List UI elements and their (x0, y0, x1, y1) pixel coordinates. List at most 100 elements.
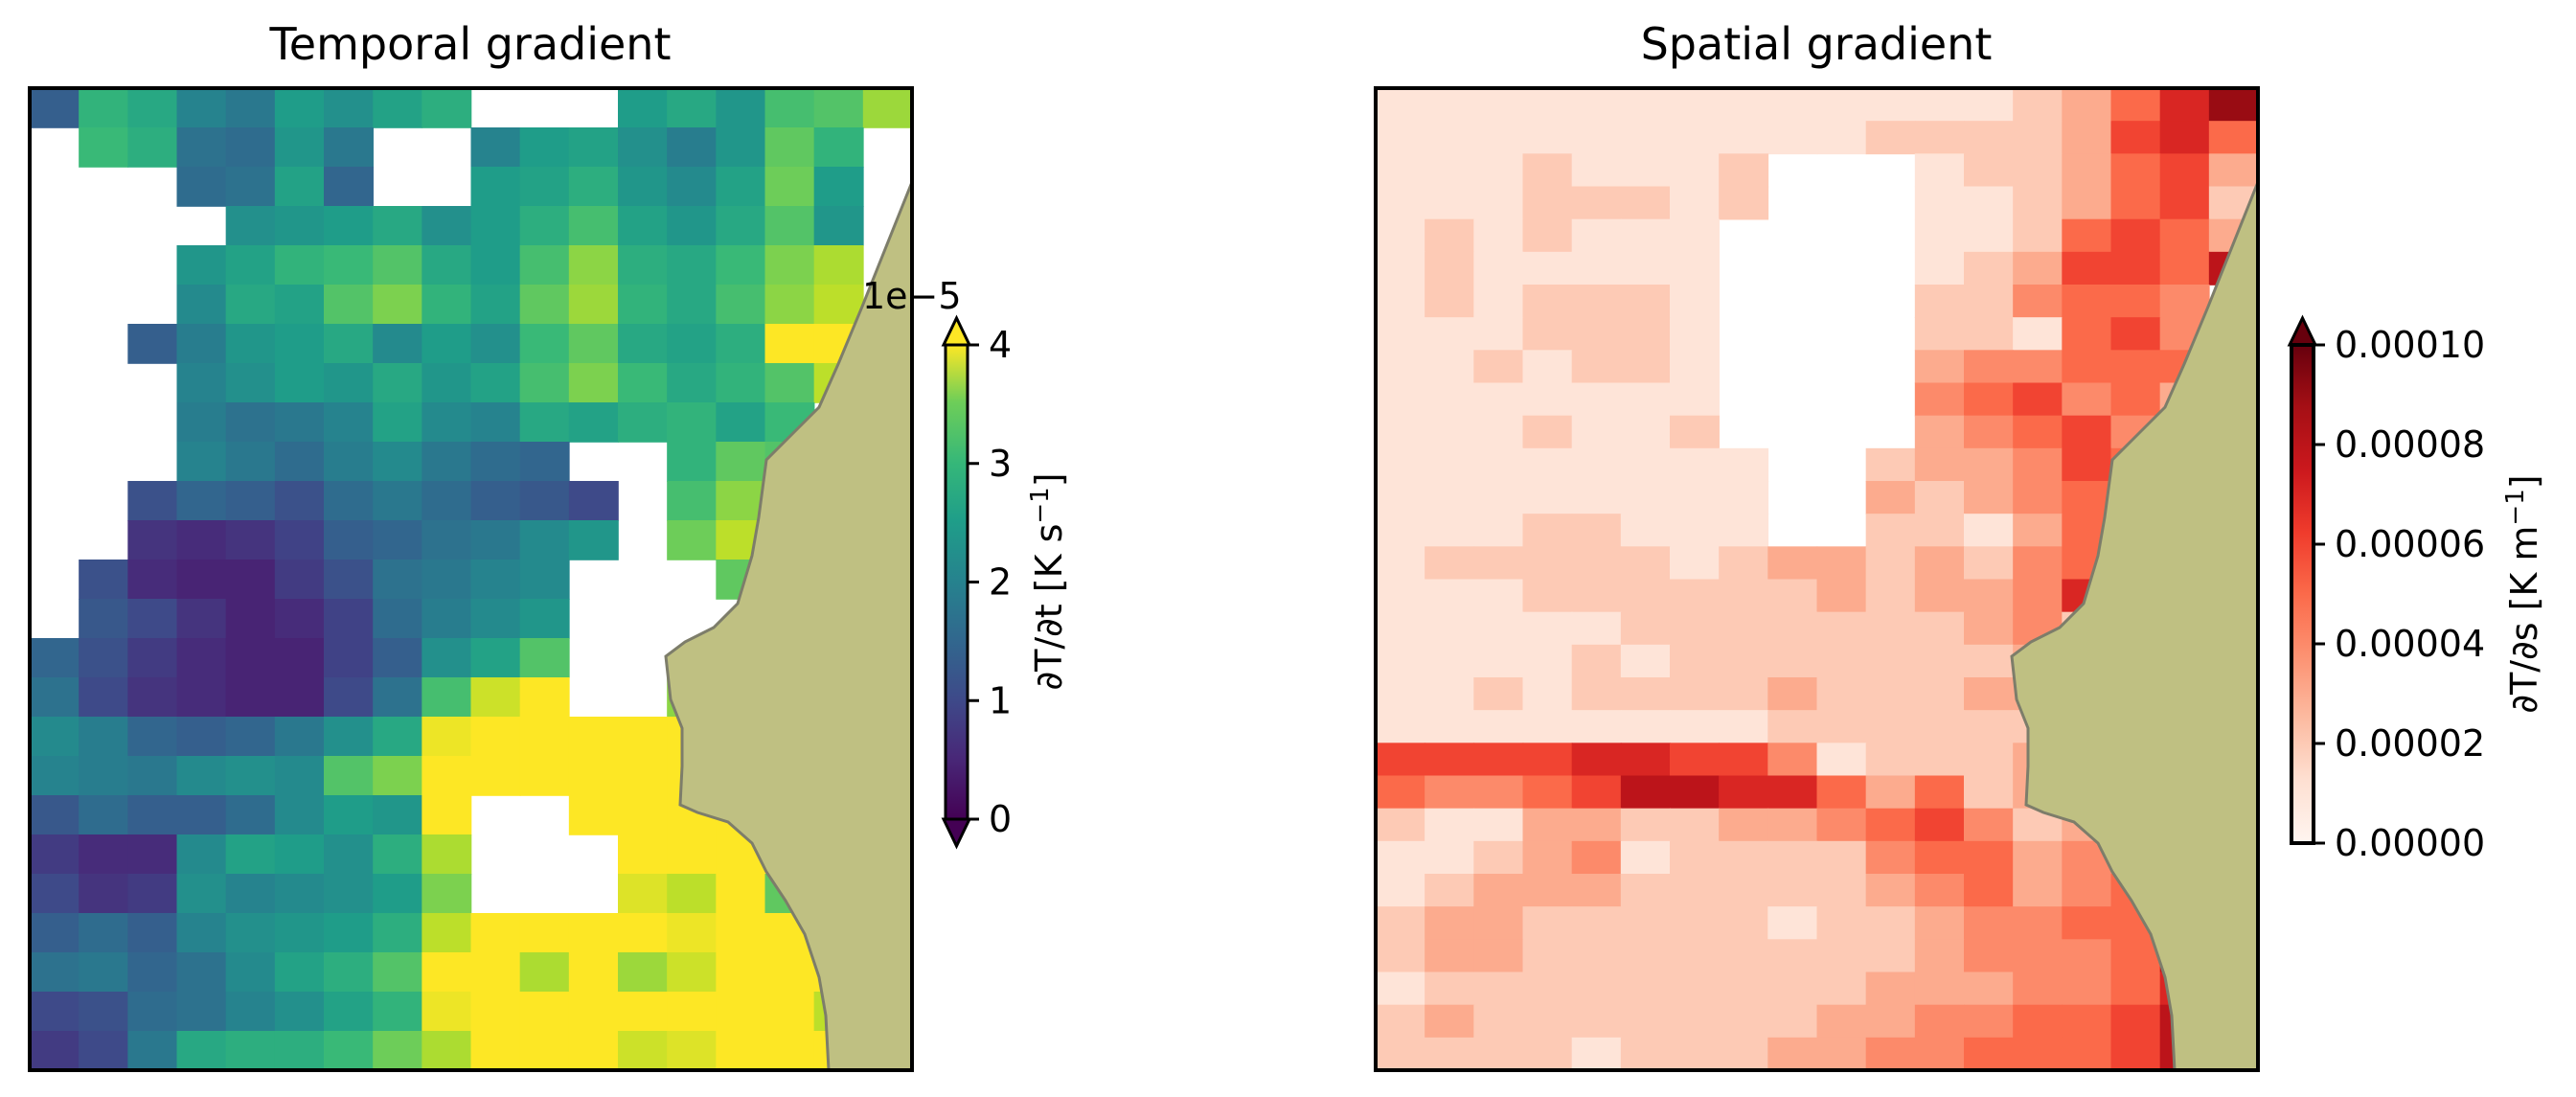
spatial-heatmap-cell (1473, 514, 1524, 548)
temporal-heatmap-cell (274, 167, 325, 207)
spatial-heatmap-cell (2013, 350, 2063, 384)
temporal-heatmap-cell (176, 1031, 227, 1070)
temporal-heatmap-cell (716, 481, 766, 521)
spatial-heatmap-cell (1719, 710, 1769, 744)
spatial-heatmap-cell (1816, 939, 1867, 973)
temporal-heatmap-cell (470, 560, 521, 600)
temporal-heatmap-cell (568, 167, 619, 207)
spatial-heatmap-cell (1522, 514, 1573, 548)
temporal-heatmap-cell (274, 206, 325, 246)
spatial-heatmap-cell (1522, 415, 1573, 449)
temporal-heatmap-cell (618, 402, 668, 443)
spatial-heatmap-cell (2062, 874, 2112, 907)
temporal-heatmap-cell (470, 206, 521, 246)
temporal-heatmap-cell (79, 834, 129, 875)
spatial-heatmap-cell (2013, 415, 2063, 449)
spatial-heatmap-cell (1473, 153, 1524, 188)
spatial-heatmap-cell (1865, 677, 1916, 711)
temporal-heatmap-cell (176, 795, 227, 835)
temporal-heatmap-cell (422, 442, 472, 482)
spatial-heatmap-cell (2013, 382, 2063, 417)
temporal-heatmap-cell (422, 992, 472, 1032)
spatial-heatmap-cell (1522, 382, 1573, 417)
temporal-heatmap-cell (568, 992, 619, 1032)
spatial-heatmap-cell (1816, 579, 1867, 613)
temporal-heatmap-cell (324, 245, 374, 286)
spatial-heatmap-cell (1522, 88, 1573, 122)
temporal-heatmap-cell (470, 992, 521, 1032)
spatial-heatmap-cell (1473, 1037, 1524, 1070)
spatial-heatmap-cell (1719, 186, 1769, 220)
temporal-heatmap-cell (373, 677, 423, 718)
temporal-heatmap-cell (618, 874, 668, 914)
spatial-colorbar-ticks: 0.00000 0.00002 0.00004 0.00006 0.00008 0.000… (2314, 324, 2485, 864)
spatial-heatmap-cell (1571, 88, 1622, 122)
spatial-heatmap-cell (1670, 285, 1720, 318)
temporal-heatmap-cell (519, 206, 570, 246)
spatial-heatmap-cell (1473, 710, 1524, 744)
temporal-heatmap-cell (79, 913, 129, 953)
spatial-heatmap-cell (1719, 874, 1769, 907)
temporal-heatmap-cell (373, 324, 423, 364)
spatial-heatmap-cell (1767, 840, 1818, 875)
spatial-colorbar-extend-max (2287, 314, 2318, 347)
temporal-heatmap-cell (667, 913, 718, 953)
spatial-heatmap-cell (1719, 971, 1769, 1006)
temporal-heatmap-cell (176, 599, 227, 639)
temporal-heatmap-cell (176, 520, 227, 560)
spatial-heatmap-cell (1620, 481, 1671, 514)
spatial-heatmap-cell (1670, 840, 1720, 875)
spatial-heatmap-cell (2159, 285, 2210, 318)
temporal-heatmap-cell (274, 913, 325, 953)
temporal-heatmap-cell (422, 952, 472, 993)
temporal-heatmap-cell (716, 285, 766, 325)
spatial-heatmap-cell (1964, 579, 2014, 613)
spatial-heatmap-cell (1473, 317, 1524, 352)
spatial-heatmap-cell (1522, 1004, 1573, 1039)
spatial-heatmap-cell (1620, 1004, 1671, 1039)
spatial-land-mask (2010, 181, 2258, 1070)
spatial-heatmap-cell (1719, 447, 1769, 482)
spatial-heatmap-cell (1425, 874, 1475, 907)
spatial-heatmap-cell (2013, 88, 2063, 122)
spatial-heatmap-cell (1767, 1037, 1818, 1070)
spatial-heatmap-cell (1473, 775, 1524, 810)
spatial-heatmap-cell (1376, 121, 1425, 155)
temporal-heatmap-cell (470, 324, 521, 364)
temporal-heatmap-cell (79, 756, 129, 796)
spatial-heatmap-cell (2159, 121, 2210, 155)
spatial-heatmap-cell (1865, 514, 1916, 548)
temporal-heatmap-cell (30, 874, 80, 914)
spatial-heatmap-cell (2013, 186, 2063, 220)
temporal-heatmap-cell (470, 677, 521, 718)
spatial-colorbar-tick-label: 0.00000 (2335, 822, 2485, 864)
spatial-heatmap-cell (1767, 775, 1818, 810)
temporal-heatmap-cell (79, 992, 129, 1032)
spatial-heatmap-cell (1914, 186, 1965, 220)
spatial-heatmap-cell (2110, 285, 2161, 318)
temporal-heatmap-cell (324, 88, 374, 128)
temporal-heatmap-cell (127, 992, 178, 1032)
temporal-heatmap-cell (373, 481, 423, 521)
temporal-heatmap-cell (667, 874, 718, 914)
temporal-heatmap-cell (79, 874, 129, 914)
spatial-heatmap-cell (1816, 677, 1867, 711)
spatial-heatmap-cell (2110, 939, 2161, 973)
temporal-heatmap-cell (225, 285, 276, 325)
spatial-heatmap-cell (2062, 447, 2112, 482)
spatial-heatmap-cell (1914, 415, 1965, 449)
spatial-heatmap-cell (1719, 481, 1769, 514)
temporal-heatmap-cell (764, 952, 815, 993)
temporal-heatmap-cell (30, 834, 80, 875)
temporal-heatmap-cell (764, 1031, 815, 1070)
spatial-heatmap-cell (1670, 808, 1720, 842)
temporal-axes-frame (28, 86, 914, 1072)
spatial-heatmap-cell (1522, 808, 1573, 842)
spatial-heatmap-cell (1670, 710, 1720, 744)
spatial-heatmap-cell (1473, 481, 1524, 514)
spatial-heatmap-cell (2013, 971, 2063, 1006)
spatial-heatmap-cell (1376, 874, 1425, 907)
spatial-heatmap-cell (1865, 546, 1916, 581)
spatial-heatmap-cell (1670, 317, 1720, 352)
spatial-heatmap-cell (2208, 88, 2258, 122)
